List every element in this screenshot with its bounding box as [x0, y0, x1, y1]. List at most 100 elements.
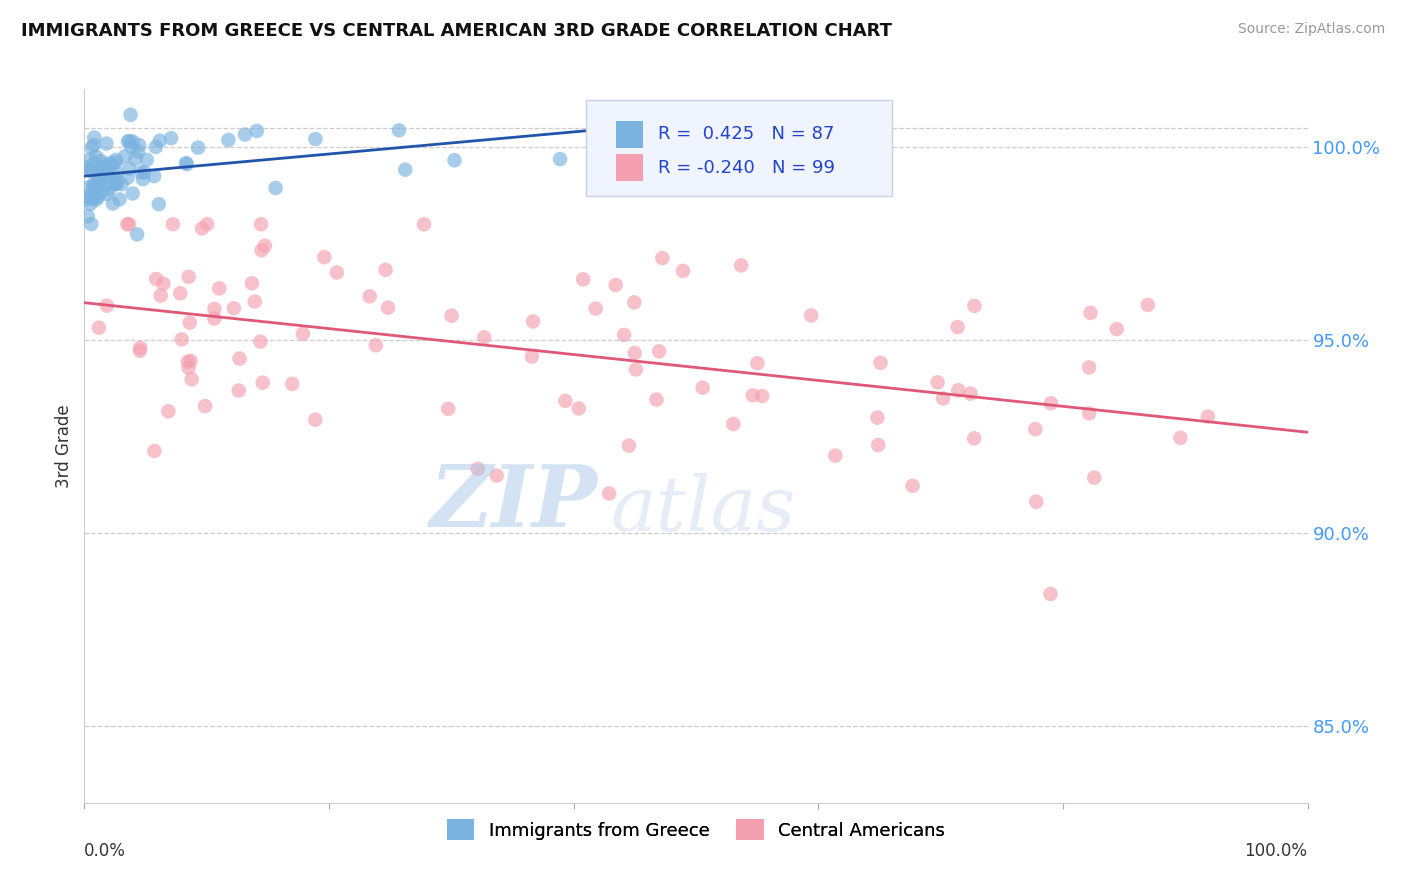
Point: [75, 193, 97, 207]
Point: [160, 131, 183, 145]
Point: [149, 288, 172, 302]
Point: [177, 360, 200, 375]
Point: [246, 124, 269, 138]
Point: [152, 277, 174, 291]
Point: [240, 277, 263, 291]
Point: [730, 258, 752, 272]
Point: [117, 134, 139, 148]
Point: [291, 326, 314, 341]
Text: IMMIGRANTS FROM GREECE VS CENTRAL AMERICAN 3RD GRADE CORRELATION CHART: IMMIGRANTS FROM GREECE VS CENTRAL AMERIC…: [21, 22, 891, 40]
Point: [87, 190, 110, 204]
Point: [80, 164, 103, 178]
Point: [651, 251, 673, 265]
Point: [121, 135, 143, 149]
Point: [304, 132, 326, 146]
Point: [93, 157, 115, 171]
Point: [87, 178, 110, 192]
Point: [437, 401, 460, 416]
Point: [1025, 494, 1047, 508]
Point: [204, 301, 226, 316]
Point: [83, 177, 105, 191]
Point: [80, 163, 103, 178]
Point: [388, 123, 411, 137]
Point: [143, 169, 166, 183]
Point: [548, 152, 571, 166]
Text: Source: ZipAtlas.com: Source: ZipAtlas.com: [1237, 22, 1385, 37]
Point: [1039, 587, 1062, 601]
Point: [132, 172, 155, 186]
Point: [485, 468, 508, 483]
Point: [104, 153, 127, 167]
Point: [868, 438, 890, 452]
Point: [959, 386, 981, 401]
Point: [800, 309, 823, 323]
Point: [82, 180, 104, 194]
Point: [79, 191, 101, 205]
Point: [374, 262, 396, 277]
Point: [94, 169, 117, 183]
Point: [80, 141, 103, 155]
Point: [89, 174, 111, 188]
Y-axis label: 3rd Grade: 3rd Grade: [55, 404, 73, 488]
Point: [176, 157, 198, 171]
Point: [741, 388, 763, 402]
FancyBboxPatch shape: [586, 100, 891, 196]
Point: [128, 343, 150, 358]
Point: [87, 177, 110, 191]
Point: [228, 384, 250, 398]
Point: [87, 176, 110, 190]
Point: [79, 197, 101, 211]
FancyBboxPatch shape: [616, 120, 644, 148]
Point: [747, 356, 769, 370]
Point: [77, 180, 100, 194]
Point: [572, 272, 595, 286]
Point: [103, 171, 125, 186]
Point: [111, 177, 134, 191]
Point: [252, 376, 274, 390]
Point: [148, 197, 170, 211]
Point: [108, 193, 131, 207]
Text: 0.0%: 0.0%: [84, 842, 127, 860]
Point: [467, 462, 489, 476]
Point: [96, 136, 118, 151]
Point: [77, 189, 100, 203]
Point: [1080, 306, 1102, 320]
Point: [145, 140, 167, 154]
Point: [1039, 396, 1062, 410]
Point: [96, 299, 118, 313]
Point: [180, 372, 202, 386]
Point: [598, 486, 620, 500]
Point: [1024, 422, 1046, 436]
Point: [87, 320, 110, 334]
Point: [927, 376, 949, 390]
Point: [157, 404, 180, 418]
Point: [91, 178, 114, 192]
Point: [170, 332, 193, 346]
Point: [96, 186, 118, 201]
Point: [413, 217, 436, 231]
Point: [624, 362, 647, 376]
Point: [208, 281, 231, 295]
Point: [946, 383, 969, 397]
Point: [233, 128, 256, 142]
Point: [554, 393, 576, 408]
Point: [145, 272, 167, 286]
Point: [83, 191, 105, 205]
Point: [250, 217, 273, 231]
Point: [932, 392, 955, 406]
Point: [568, 401, 591, 416]
Point: [121, 186, 143, 201]
Point: [723, 417, 745, 431]
Point: [314, 250, 336, 264]
Point: [101, 158, 124, 172]
Point: [118, 134, 141, 148]
Point: [90, 153, 112, 168]
Point: [127, 227, 149, 242]
Point: [824, 449, 846, 463]
Point: [84, 178, 107, 192]
Point: [605, 277, 627, 292]
Point: [149, 134, 172, 148]
Point: [179, 316, 201, 330]
Point: [253, 239, 276, 253]
Point: [617, 439, 640, 453]
